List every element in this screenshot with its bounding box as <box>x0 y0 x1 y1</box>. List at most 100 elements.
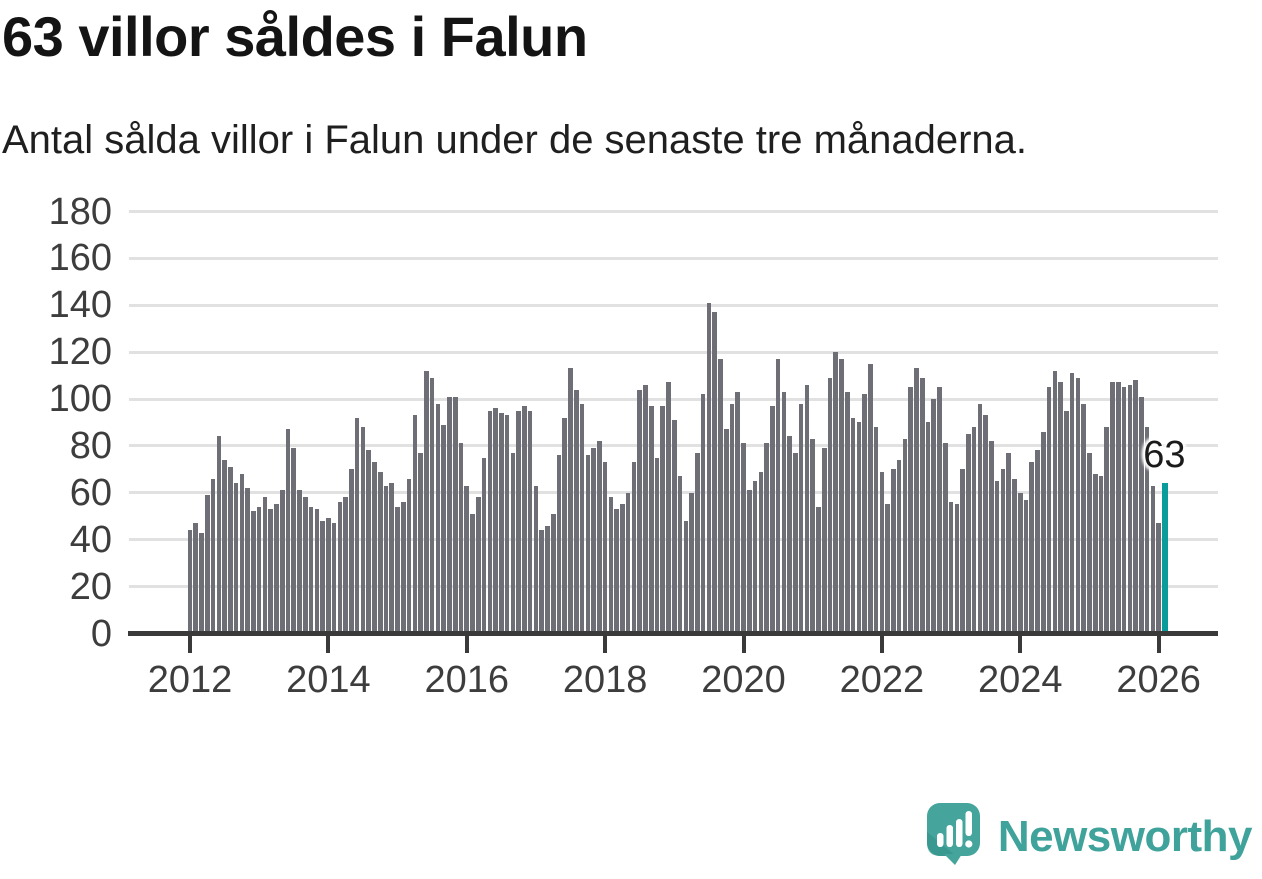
bar <box>475 497 481 631</box>
bar <box>406 478 412 631</box>
gridline <box>129 256 1218 260</box>
bar <box>718 359 723 631</box>
bar <box>793 452 798 631</box>
bar <box>481 457 487 631</box>
bar <box>989 441 994 631</box>
y-axis-tick-label: 80 <box>69 424 112 467</box>
bar <box>1139 396 1144 631</box>
bar <box>522 405 527 631</box>
y-axis-tick-label: 20 <box>69 565 112 608</box>
bar <box>418 452 423 631</box>
bar <box>216 436 222 631</box>
x-axis-tick-label: 2016 <box>424 658 510 701</box>
bar <box>804 384 810 631</box>
bar <box>279 490 285 631</box>
bar <box>331 523 337 631</box>
y-axis-tick-label: 120 <box>48 331 112 374</box>
bar <box>700 394 706 631</box>
bar <box>550 513 556 631</box>
bar <box>401 502 406 631</box>
bar <box>1110 382 1115 631</box>
bar <box>631 462 637 631</box>
bar <box>539 530 544 631</box>
bar <box>723 429 729 631</box>
bar <box>516 410 521 631</box>
bar <box>873 427 879 631</box>
bar <box>585 455 591 631</box>
bar <box>239 473 245 631</box>
x-axis-tick <box>464 636 469 653</box>
bar <box>1115 382 1121 631</box>
bar <box>1012 478 1017 631</box>
y-axis-tick-label: 160 <box>48 237 112 280</box>
bar <box>1144 427 1150 631</box>
bar <box>833 352 839 631</box>
bar <box>960 469 965 631</box>
bar <box>274 504 279 631</box>
bar <box>326 518 331 631</box>
bar <box>568 368 573 631</box>
bar <box>424 370 429 631</box>
bar <box>285 429 291 631</box>
bar <box>983 415 988 631</box>
bar <box>821 448 827 631</box>
bar <box>297 490 302 631</box>
newsworthy-logo: Newsworthy <box>926 802 1253 871</box>
bar <box>533 485 539 631</box>
bar <box>1156 523 1161 631</box>
bar <box>827 377 833 631</box>
bar <box>660 405 666 631</box>
bar-current-period <box>1162 483 1168 631</box>
bar <box>891 469 896 631</box>
bar <box>447 396 452 631</box>
bar <box>706 302 712 631</box>
bar <box>735 391 741 631</box>
x-axis-tick <box>188 636 192 653</box>
bar <box>354 417 360 631</box>
last-value-annotation: 63 <box>1143 433 1186 476</box>
bar <box>487 410 493 631</box>
bar <box>764 443 769 631</box>
bar <box>562 417 568 631</box>
x-axis-tick-label: 2026 <box>1116 658 1201 701</box>
bar <box>556 455 562 631</box>
x-axis-tick-label: 2024 <box>977 658 1063 701</box>
bar <box>954 504 960 631</box>
bar <box>1081 403 1086 631</box>
bar <box>499 412 504 631</box>
bar <box>527 410 533 631</box>
bar <box>844 391 850 631</box>
bar <box>1023 499 1029 631</box>
bar <box>372 462 377 631</box>
bar <box>850 417 856 631</box>
bar <box>464 485 470 631</box>
bar <box>1121 387 1127 631</box>
bar <box>245 487 250 631</box>
bar <box>798 403 804 631</box>
bar <box>256 506 262 631</box>
bar <box>1069 373 1075 631</box>
y-axis-tick-label: 40 <box>69 518 112 561</box>
bar <box>314 509 320 631</box>
bar <box>885 504 890 631</box>
bar <box>377 471 383 631</box>
bar <box>666 382 671 631</box>
bar <box>862 394 867 631</box>
bar <box>746 490 752 631</box>
bar <box>303 497 308 631</box>
bar <box>199 532 204 631</box>
bar <box>637 389 643 631</box>
bar <box>222 459 227 631</box>
bar <box>233 483 239 631</box>
x-axis-tick <box>879 636 884 653</box>
bar <box>308 506 314 631</box>
bar <box>441 424 446 631</box>
bar <box>268 509 273 631</box>
bar <box>1064 410 1069 631</box>
bar <box>412 415 418 631</box>
bar <box>1133 380 1138 631</box>
bar <box>349 469 354 631</box>
x-axis-tick <box>1018 636 1023 653</box>
bar <box>937 387 942 631</box>
